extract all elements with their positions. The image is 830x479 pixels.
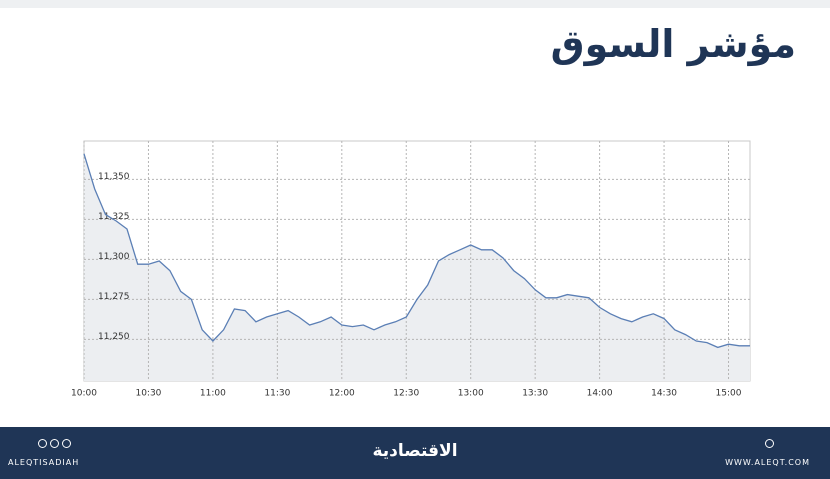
x-tick-label: 14:30	[651, 389, 677, 399]
icon	[38, 439, 47, 448]
line	[83, 153, 750, 349]
website: WWW.ALEQT.COM	[725, 458, 810, 467]
x-tick-label: 12:30	[393, 389, 419, 399]
chart-title: مؤشر السوق	[550, 22, 796, 66]
x-tick-label: 11:00	[200, 389, 226, 399]
x-tick-label: 15:00	[716, 389, 742, 399]
brand: الاقتصادية	[372, 441, 458, 461]
web-icon	[765, 439, 774, 448]
x-tick-label: 13:00	[458, 389, 484, 399]
icon	[765, 439, 774, 448]
x-tick-label: 10:30	[135, 389, 161, 399]
x-tick-label: 11:30	[264, 389, 290, 399]
x-tick-label: 10:00	[71, 389, 97, 399]
top-rule	[0, 0, 830, 8]
y-tick-label: 11,250	[98, 332, 130, 342]
icon	[62, 439, 71, 448]
y-tick-label: 11,300	[98, 252, 130, 262]
social-handle: ALEQTISADIAH	[8, 458, 80, 467]
footer: ALEQTISADIAH الاقتصادية WWW.ALEQT.COM	[0, 427, 830, 479]
social-icons	[38, 439, 71, 448]
x-tick-label: 14:00	[587, 389, 613, 399]
x-tick-label: 13:30	[522, 389, 548, 399]
y-tick-label: 11,275	[98, 292, 130, 302]
x-tick-label: 12:00	[329, 389, 355, 399]
chart: 11,250 11,275 11,300 11,325 11,350 10:00 10:30…	[71, 140, 751, 399]
y-tick-label: 11,325	[98, 212, 130, 222]
y-tick-label: 11,350	[98, 172, 130, 182]
icon	[50, 439, 59, 448]
area	[84, 153, 750, 381]
